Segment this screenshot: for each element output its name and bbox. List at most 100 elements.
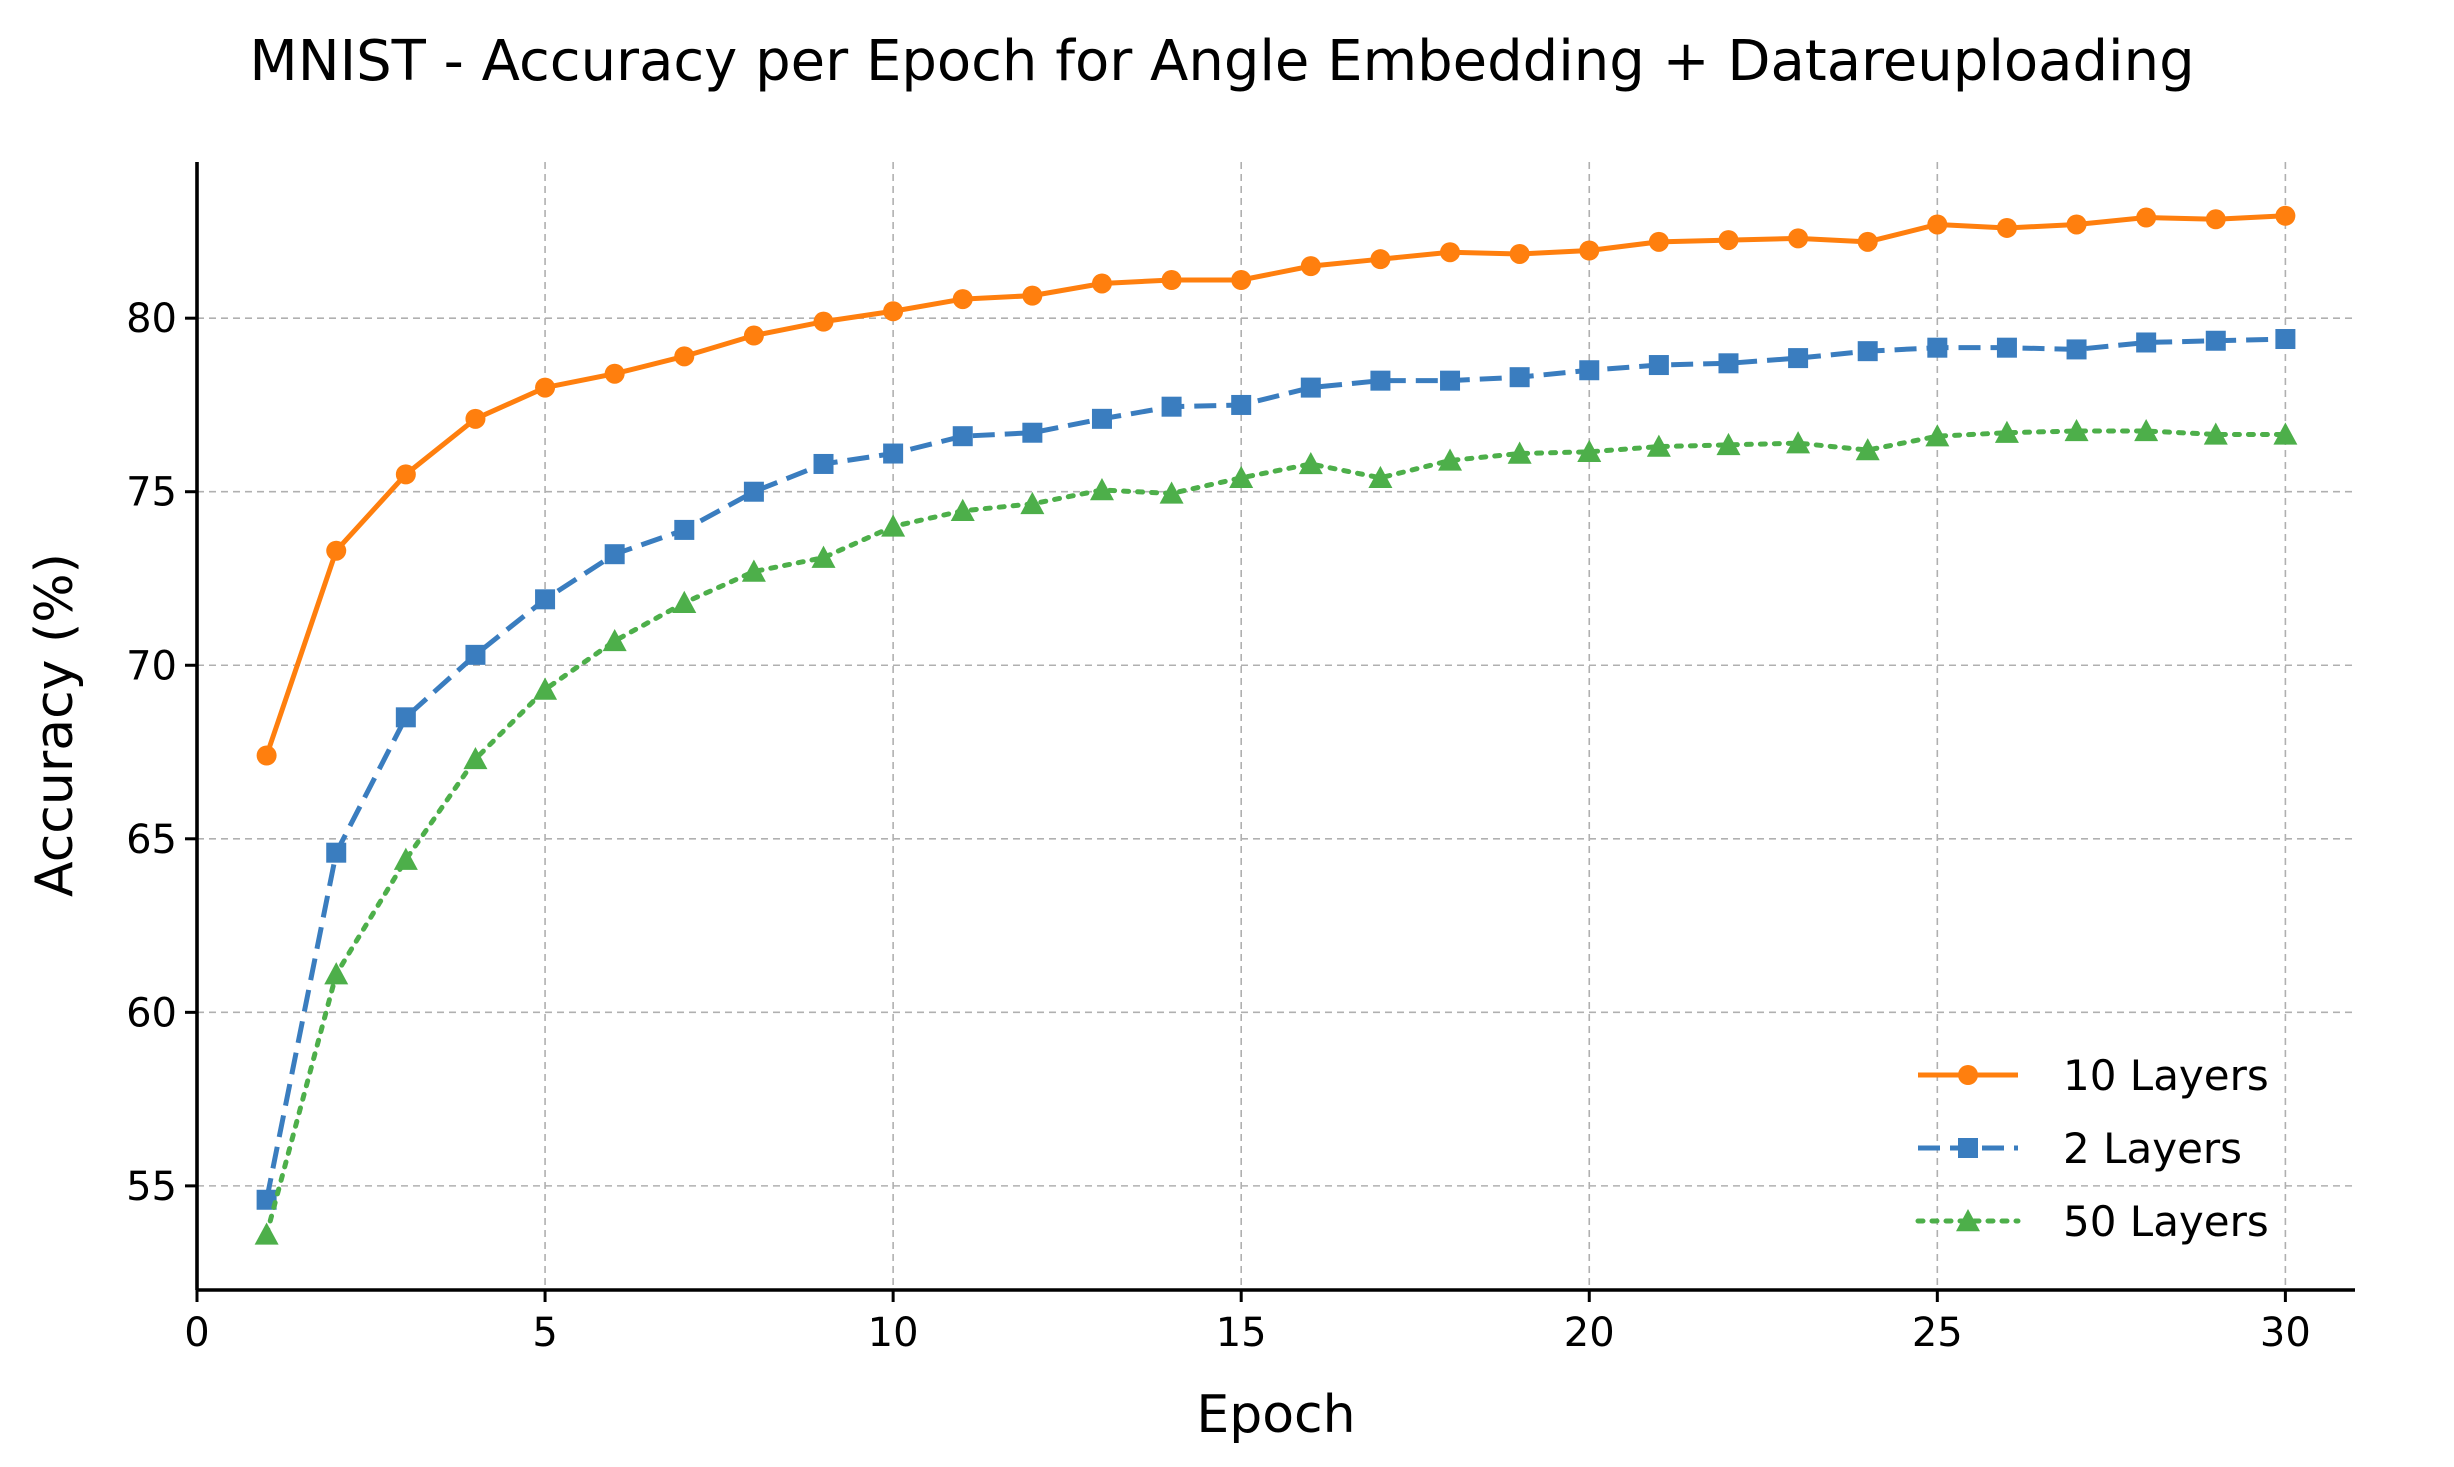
data-point bbox=[1229, 465, 1254, 489]
data-point bbox=[1507, 441, 1532, 464]
data-point bbox=[1298, 451, 1323, 475]
data-point bbox=[1370, 249, 1391, 270]
data-point bbox=[1300, 377, 1321, 398]
data-point bbox=[883, 301, 904, 322]
data-point bbox=[602, 628, 627, 652]
data-point bbox=[2134, 418, 2159, 442]
data-point bbox=[1718, 230, 1739, 251]
data-point bbox=[2275, 329, 2296, 350]
legend-marker bbox=[1956, 1209, 1980, 1232]
data-point bbox=[743, 481, 764, 502]
data-point bbox=[2066, 214, 2087, 235]
y-tick-label: 70 bbox=[126, 643, 177, 689]
data-point bbox=[604, 363, 625, 384]
data-point bbox=[604, 544, 625, 565]
series-10-layers bbox=[256, 205, 2296, 766]
data-point bbox=[254, 1222, 279, 1245]
data-point bbox=[1788, 348, 1809, 369]
y-tick-label: 65 bbox=[126, 817, 177, 863]
data-point bbox=[324, 962, 349, 985]
series-2-layers bbox=[256, 329, 2296, 1210]
series-line bbox=[264, 213, 2286, 757]
data-point bbox=[881, 514, 906, 537]
data-point bbox=[1925, 424, 1950, 447]
data-point bbox=[1718, 353, 1739, 374]
data-point bbox=[1579, 360, 1600, 381]
data-point bbox=[1440, 242, 1461, 263]
x-tick-label: 20 bbox=[1564, 1310, 1615, 1356]
y-tick-label: 60 bbox=[126, 990, 177, 1036]
chart-title: MNIST - Accuracy per Epoch for Angle Emb… bbox=[249, 29, 2194, 94]
legend-marker bbox=[1958, 1065, 1978, 1085]
data-point bbox=[1231, 394, 1252, 415]
data-point bbox=[2203, 422, 2228, 445]
x-tick-label: 10 bbox=[868, 1310, 919, 1356]
data-point bbox=[1438, 448, 1463, 471]
data-point bbox=[741, 559, 766, 582]
data-point bbox=[674, 346, 695, 367]
data-point bbox=[2275, 205, 2296, 226]
data-point bbox=[535, 589, 556, 610]
data-point bbox=[1716, 432, 1741, 456]
data-point bbox=[2066, 339, 2087, 360]
x-tick-label: 5 bbox=[532, 1310, 557, 1356]
x-tick-label: 15 bbox=[1216, 1310, 1267, 1356]
grid-lines bbox=[197, 162, 2355, 1290]
data-point bbox=[952, 426, 973, 447]
data-point bbox=[1927, 337, 1948, 358]
data-point bbox=[1020, 491, 1045, 515]
data-point bbox=[1231, 270, 1252, 291]
x-tick-label: 0 bbox=[184, 1310, 209, 1356]
data-point bbox=[395, 464, 416, 485]
data-point bbox=[533, 677, 558, 700]
data-point bbox=[463, 746, 488, 770]
data-point bbox=[672, 590, 697, 613]
y-tick-label: 75 bbox=[126, 470, 177, 516]
data-point bbox=[1996, 337, 2017, 358]
data-point bbox=[395, 707, 416, 728]
data-point bbox=[1648, 231, 1669, 252]
data-point bbox=[1577, 439, 1602, 463]
data-point bbox=[2273, 422, 2298, 445]
data-point bbox=[326, 540, 347, 561]
data-point bbox=[811, 545, 836, 568]
data-point bbox=[1857, 231, 1878, 252]
data-point bbox=[1161, 396, 1182, 417]
data-point bbox=[1509, 243, 1530, 264]
data-point bbox=[256, 745, 277, 766]
y-axis-label: Accuracy (%) bbox=[25, 553, 85, 897]
data-point bbox=[535, 377, 556, 398]
series-layer bbox=[254, 205, 2298, 1245]
data-point bbox=[1788, 228, 1809, 249]
data-point bbox=[393, 847, 418, 870]
data-point bbox=[950, 498, 975, 522]
data-point bbox=[465, 644, 486, 665]
data-point bbox=[1089, 477, 1114, 501]
data-point bbox=[1509, 367, 1530, 388]
data-point bbox=[743, 325, 764, 346]
x-tick-label: 25 bbox=[1912, 1310, 1963, 1356]
data-point bbox=[1300, 256, 1321, 277]
legend-label: 2 Layers bbox=[2063, 1124, 2242, 1173]
data-point bbox=[1159, 481, 1184, 504]
data-point bbox=[813, 311, 834, 332]
data-point bbox=[1091, 273, 1112, 294]
data-point bbox=[1022, 422, 1043, 443]
data-point bbox=[1994, 420, 2019, 443]
data-point bbox=[1161, 270, 1182, 291]
data-point bbox=[1786, 431, 1811, 454]
data-point bbox=[813, 453, 834, 474]
data-point bbox=[1646, 434, 1671, 457]
data-point bbox=[1579, 240, 1600, 261]
x-tick-label: 30 bbox=[2260, 1310, 2311, 1356]
data-point bbox=[256, 1189, 277, 1210]
series-50-layers bbox=[254, 418, 2298, 1245]
data-point bbox=[1648, 355, 1669, 376]
data-point bbox=[2205, 209, 2226, 230]
data-point bbox=[1440, 370, 1461, 391]
data-point bbox=[1857, 341, 1878, 362]
series-line bbox=[264, 336, 2286, 1201]
legend-label: 10 Layers bbox=[2063, 1051, 2269, 1100]
legend: 10 Layers 2 Layers 50 Layers bbox=[1915, 1051, 2269, 1246]
data-point bbox=[1996, 217, 2017, 238]
